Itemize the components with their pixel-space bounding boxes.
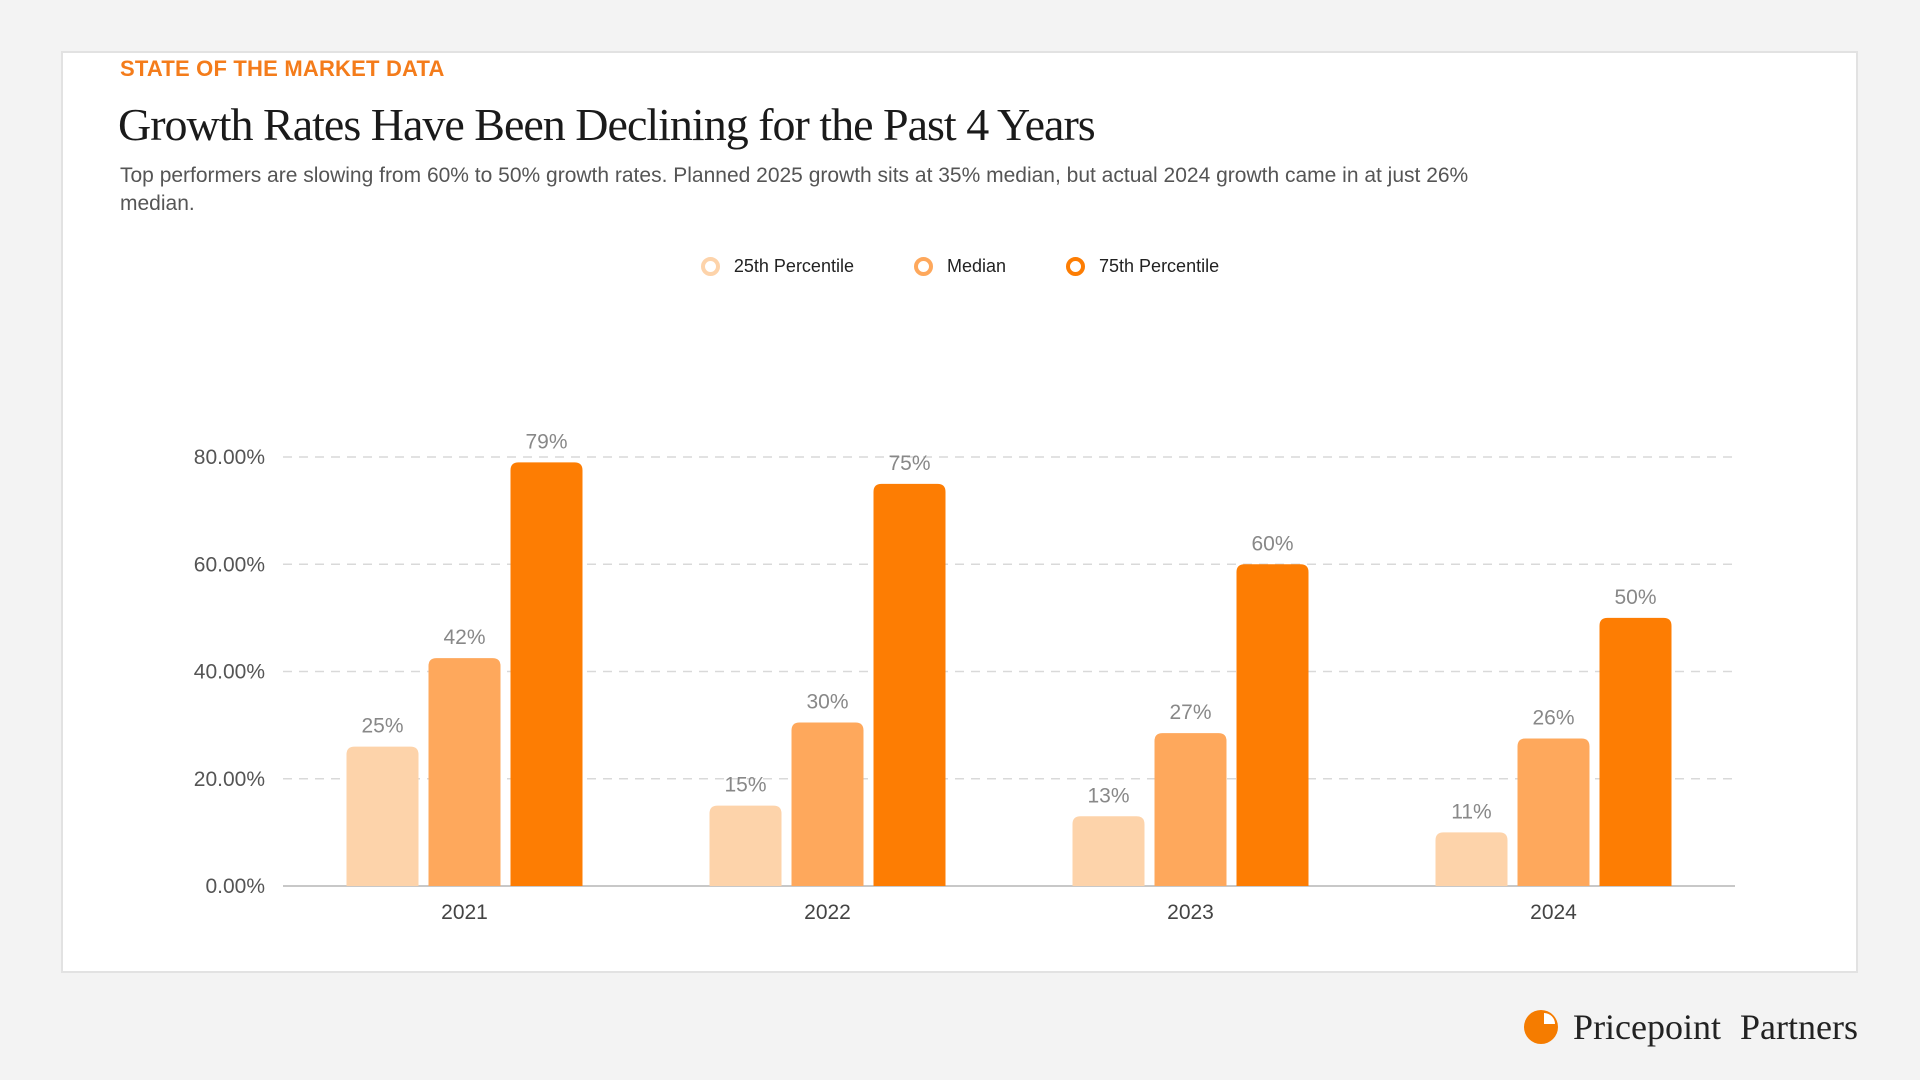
legend-label: 75th Percentile [1099,256,1220,276]
data-label: 75% [888,452,930,475]
x-tick-label: 2021 [441,901,488,924]
data-label: 50% [1614,586,1656,609]
data-label: 27% [1169,701,1211,724]
y-tick-label: 20.00% [194,768,265,791]
bar [1599,617,1672,886]
bar [873,483,946,886]
bar [510,462,583,886]
legend-marker-icon [700,257,720,276]
data-label: 79% [525,430,567,453]
x-tick-label: 2024 [1530,901,1577,924]
bar [428,658,501,886]
legend-item-25th[interactable]: 25th Percentile [700,256,854,277]
y-tick-label: 40.00% [194,661,265,684]
bar [346,746,419,886]
y-tick-label: 80.00% [194,446,265,469]
bar [709,805,782,886]
kicker-label: STATE OF THE MARKET DATA [120,56,445,81]
legend-item-median[interactable]: Median [913,256,1007,277]
data-label: 26% [1532,707,1574,730]
data-label: 15% [724,774,766,797]
data-label: 25% [361,715,403,738]
data-label: 13% [1087,784,1129,807]
bar [1517,738,1590,886]
data-label: 60% [1251,532,1293,555]
data-label: 30% [806,690,848,713]
x-tick-label: 2023 [1167,901,1214,924]
y-tick-label: 0.00% [205,875,265,898]
legend-item-75th[interactable]: 75th Percentile [1066,256,1219,277]
brand: Pricepoint Partners [1523,1006,1858,1048]
chart-title: Growth Rates Have Been Declining for the… [118,99,1096,150]
chart-subtitle: Top performers are slowing from 60% to 5… [120,164,1469,215]
data-label: 11% [1451,800,1491,823]
y-tick-label: 60.00% [194,553,265,576]
x-tick-label: 2022 [804,901,851,924]
bar [1072,816,1145,886]
legend-marker-icon [913,257,933,276]
bar [1154,733,1227,886]
bar [1435,832,1508,886]
brand-name: Pricepoint Partners [1573,1007,1858,1047]
legend-marker-icon [1066,257,1086,276]
bar [791,722,864,886]
legend-label: Median [946,256,1007,276]
bar [1236,564,1309,886]
pie-logo-icon [1524,1010,1559,1044]
data-label: 42% [443,626,485,649]
legend-label: 25th Percentile [733,256,854,276]
legend: 25th Percentile Median 75th Percentile [0,256,1920,277]
